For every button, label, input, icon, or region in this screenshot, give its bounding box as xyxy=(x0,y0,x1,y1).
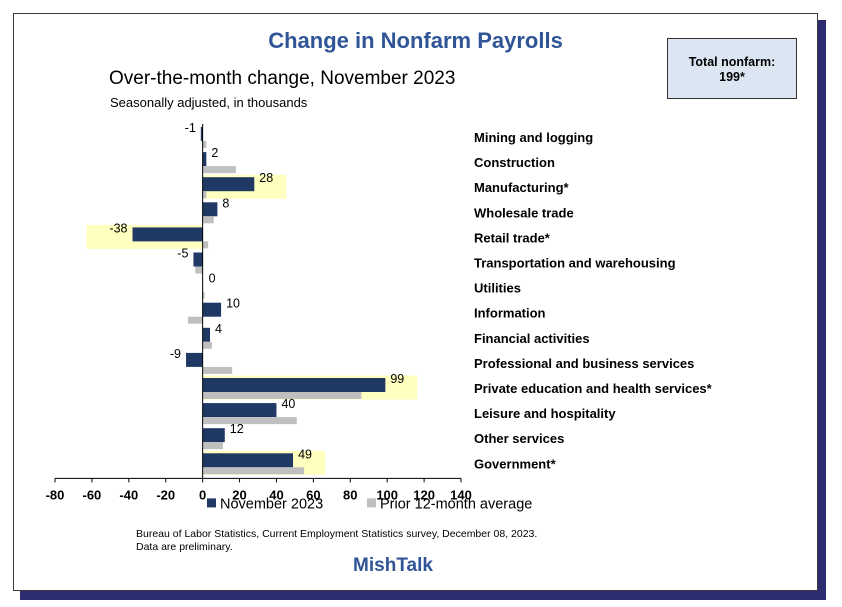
bars-layer xyxy=(132,127,386,475)
brand-label: MishTalk xyxy=(353,555,433,576)
bar-prior-construction xyxy=(202,166,236,174)
category-label-manufacturing: Manufacturing* xyxy=(474,180,570,195)
bar-prior-professional-and-business-services xyxy=(202,366,233,374)
value-label-information: 10 xyxy=(226,297,240,311)
bar-current-transportation-and-warehousing xyxy=(193,252,203,267)
bar-current-retail-trade xyxy=(132,227,203,242)
legend-prior-average-swatch xyxy=(367,498,376,508)
bar-prior-transportation-and-warehousing xyxy=(195,266,203,274)
legend-prior-average-label: Prior 12-month average xyxy=(380,496,532,512)
chart-subtitle: Over-the-month change, November 2023 xyxy=(109,68,456,89)
bar-current-manufacturing xyxy=(202,177,255,192)
bar-current-mining-and-logging xyxy=(200,127,203,141)
bar-prior-information xyxy=(187,316,203,324)
bar-current-leisure-and-hospitality xyxy=(202,403,277,418)
category-label-government: Government* xyxy=(474,456,557,471)
value-label-retail-trade: -38 xyxy=(109,221,127,235)
bar-prior-manufacturing xyxy=(202,191,207,199)
bar-prior-wholesale-trade xyxy=(202,216,214,224)
legend-november-2023-swatch xyxy=(207,498,216,508)
bar-prior-leisure-and-hospitality xyxy=(202,417,297,425)
x-tick-label: 120 xyxy=(413,487,435,502)
category-label-retail-trade: Retail trade* xyxy=(474,230,551,245)
x-tick-label: 0 xyxy=(199,487,206,502)
bar-prior-other-services xyxy=(202,442,223,450)
value-label-financial-activities: 4 xyxy=(215,322,222,336)
x-tick-label: -60 xyxy=(83,487,102,502)
value-label-government: 49 xyxy=(298,447,312,461)
chart-frame: Change in Nonfarm Payrolls Over-the-mont… xyxy=(13,13,818,591)
bar-prior-financial-activities xyxy=(202,341,212,349)
x-tick-label: -20 xyxy=(156,487,175,502)
category-label-information: Information xyxy=(474,306,546,321)
category-label-financial-activities: Financial activities xyxy=(474,331,590,346)
labels-layer: -1 Mining and logging 2 Construction 28 Manuf… xyxy=(109,121,712,471)
category-label-mining-and-logging: Mining and logging xyxy=(474,130,593,145)
category-label-leisure-and-hospitality: Leisure and hospitality xyxy=(474,406,616,421)
value-label-transportation-and-warehousing: -5 xyxy=(177,247,188,261)
bar-current-private-education-and-health-services xyxy=(202,378,386,392)
category-label-private-education-and-health-services: Private education and health services* xyxy=(474,381,713,396)
total-nonfarm-box: Total nonfarm: 199* xyxy=(667,38,797,99)
x-tick-label: 60 xyxy=(306,487,320,502)
value-label-wholesale-trade: 8 xyxy=(222,196,229,210)
x-tick-label: 40 xyxy=(269,487,283,502)
x-tick-label: -40 xyxy=(119,487,138,502)
legend-november-2023-label: November 2023 xyxy=(220,496,323,512)
value-label-manufacturing: 28 xyxy=(259,171,273,185)
x-tick-label: 20 xyxy=(232,487,246,502)
value-label-construction: 2 xyxy=(211,146,218,160)
category-label-other-services: Other services xyxy=(474,431,564,446)
value-label-leisure-and-hospitality: 40 xyxy=(281,397,295,411)
total-nonfarm-value: 199* xyxy=(719,70,745,84)
bar-current-government xyxy=(202,453,294,468)
value-label-other-services: 12 xyxy=(230,422,244,436)
chart-note: Seasonally adjusted, in thousands xyxy=(110,95,308,110)
x-tick-label: 80 xyxy=(343,487,357,502)
x-tick-label: -80 xyxy=(46,487,65,502)
bar-prior-retail-trade xyxy=(202,241,209,249)
bar-prior-utilities xyxy=(202,291,205,299)
source-note: Bureau of Labor Statistics, Current Empl… xyxy=(136,528,537,554)
highlight-layer xyxy=(86,174,418,475)
chart-title: Change in Nonfarm Payrolls xyxy=(268,28,563,53)
total-nonfarm-label: Total nonfarm: xyxy=(688,55,776,69)
bar-current-financial-activities xyxy=(202,327,211,342)
bar-current-construction xyxy=(202,152,207,167)
x-tick-label: 140 xyxy=(450,487,472,502)
category-label-transportation-and-warehousing: Transportation and warehousing xyxy=(474,256,676,271)
legend: November 2023 Prior 12-month average xyxy=(207,496,532,512)
category-label-wholesale-trade: Wholesale trade xyxy=(474,205,574,220)
bar-current-information xyxy=(202,302,222,317)
category-label-professional-and-business-services: Professional and business services xyxy=(474,356,694,371)
preliminary-text: Data are preliminary. xyxy=(136,541,233,553)
bar-current-wholesale-trade xyxy=(202,202,218,217)
value-label-private-education-and-health-services: 99 xyxy=(390,372,404,386)
value-label-professional-and-business-services: -9 xyxy=(170,347,181,361)
bar-prior-mining-and-logging xyxy=(202,141,207,148)
bar-prior-government xyxy=(202,467,305,475)
source-text: Bureau of Labor Statistics, Current Empl… xyxy=(136,528,538,540)
value-label-utilities: 0 xyxy=(209,272,216,286)
category-label-construction: Construction xyxy=(474,155,555,170)
bar-current-other-services xyxy=(202,428,225,443)
value-label-mining-and-logging: -1 xyxy=(185,121,196,135)
bar-current-professional-and-business-services xyxy=(186,352,203,367)
category-label-utilities: Utilities xyxy=(474,281,521,296)
axes-layer: -80 -60 -40 -20 0 20 40 60 80 100 120 140 xyxy=(46,124,472,502)
bar-prior-private-education-and-health-services xyxy=(202,392,362,399)
x-tick-label: 100 xyxy=(376,487,398,502)
